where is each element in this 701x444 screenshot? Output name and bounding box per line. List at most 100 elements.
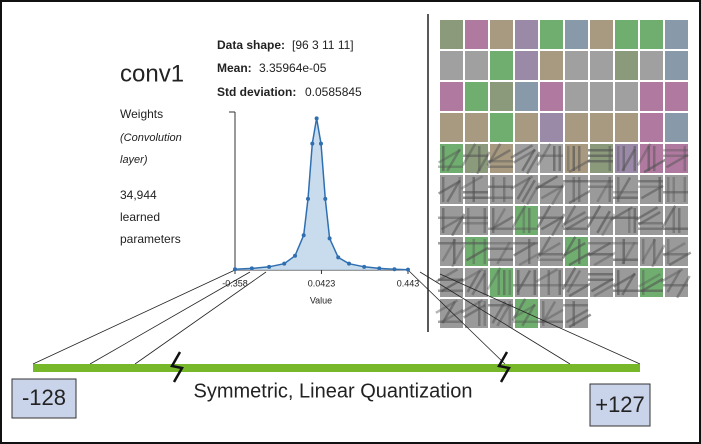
filter-stripe xyxy=(484,239,487,264)
filter-stripe xyxy=(613,259,638,262)
filter-tile xyxy=(465,113,488,142)
filter-stripe xyxy=(588,273,613,276)
filter-tile xyxy=(590,20,613,49)
filter-stripe xyxy=(438,242,463,245)
filter-stripe xyxy=(563,304,588,307)
break-mark xyxy=(499,352,509,382)
param-label: parameters xyxy=(120,232,181,246)
filter-stripe xyxy=(488,228,513,231)
filter-stripe xyxy=(463,155,488,158)
figure: conv1 Weights (Convolution layer) 34,944… xyxy=(0,0,701,444)
filter-stripe xyxy=(634,146,637,171)
filter-tile xyxy=(640,82,663,111)
filter-tile xyxy=(515,82,538,111)
filter-stripe xyxy=(513,321,538,324)
filter-stripe xyxy=(559,146,562,171)
filter-tile xyxy=(465,20,488,49)
layer-kind-detail: layer) xyxy=(120,154,148,166)
filter-tile xyxy=(665,20,688,49)
density-point xyxy=(293,254,297,258)
filter-stripe xyxy=(538,321,563,324)
filter-stripe xyxy=(588,217,613,220)
filter-tile xyxy=(440,82,463,111)
density-point xyxy=(306,197,310,201)
quantization-label: Symmetric, Linear Quantization xyxy=(193,380,472,402)
filter-tile xyxy=(590,51,613,80)
filter-tile xyxy=(440,51,463,80)
filter-stripe xyxy=(484,208,487,233)
filter-stripe xyxy=(573,146,576,171)
stat-value: 3.35964e-05 xyxy=(259,61,327,75)
filter-tile xyxy=(565,20,588,49)
x-tick-label: 0.0423 xyxy=(308,278,336,288)
filter-stripe xyxy=(559,270,562,295)
density-point xyxy=(250,266,254,270)
filter-stripe xyxy=(573,177,576,202)
filter-tile xyxy=(615,113,638,142)
filter-tile xyxy=(665,82,688,111)
filter-stripe xyxy=(684,146,687,171)
filter-stripe xyxy=(534,270,537,295)
filter-stripe xyxy=(573,301,576,326)
filter-stripe xyxy=(459,177,462,202)
density-point xyxy=(267,265,271,269)
filter-stripe xyxy=(498,270,501,295)
density-point xyxy=(362,265,366,269)
density-point xyxy=(377,266,381,270)
filter-tile xyxy=(440,20,463,49)
filter-tile xyxy=(515,113,538,142)
filter-tile xyxy=(490,113,513,142)
density-point xyxy=(302,233,306,237)
filter-tile xyxy=(440,113,463,142)
filter-stripe xyxy=(503,270,506,295)
filter-tile xyxy=(615,82,638,111)
layer-kind-detail: (Convolution xyxy=(120,132,182,144)
density-point xyxy=(336,255,340,259)
filter-stripe xyxy=(488,259,513,262)
filter-stripe xyxy=(628,208,631,233)
filter-tile xyxy=(615,51,638,80)
filter-stripe xyxy=(609,177,612,202)
stat-label: Std deviation: xyxy=(217,85,296,99)
filter-stripe xyxy=(473,239,476,264)
filter-stripe xyxy=(488,197,513,200)
density-area xyxy=(235,118,408,270)
filter-stripe xyxy=(638,222,663,225)
filter-stripe xyxy=(467,208,470,233)
filter-stripe xyxy=(438,321,463,324)
density-point xyxy=(319,142,323,146)
filter-stripe xyxy=(488,248,513,251)
filter-stripe xyxy=(484,270,487,295)
filter-tile xyxy=(515,20,538,49)
filter-tile xyxy=(540,20,563,49)
filter-stripe xyxy=(684,177,687,202)
filter-stripe xyxy=(463,191,488,194)
filter-stripe xyxy=(484,301,487,326)
filter-stripe xyxy=(488,160,513,163)
break-mark xyxy=(172,352,182,382)
density-point xyxy=(392,267,396,271)
max-value: +127 xyxy=(595,392,645,417)
filter-tile xyxy=(590,113,613,142)
filter-tile xyxy=(615,20,638,49)
filter-tile xyxy=(515,206,538,235)
filter-stripe xyxy=(634,208,637,233)
filter-stripe xyxy=(667,177,670,202)
filter-stripe xyxy=(538,253,563,256)
filter-stripe xyxy=(659,177,662,202)
filter-stripe xyxy=(509,270,512,295)
filter-stripe xyxy=(538,259,563,262)
density-point xyxy=(315,116,319,120)
filter-stripe xyxy=(567,146,570,171)
stat-value: 0.0585845 xyxy=(305,85,362,99)
filter-tile xyxy=(665,113,688,142)
filter-stripe xyxy=(648,146,651,171)
filter-stripe xyxy=(613,290,638,293)
filter-tile xyxy=(665,51,688,80)
filter-tile xyxy=(565,82,588,111)
density-point xyxy=(323,197,327,201)
filter-stripe xyxy=(638,290,663,293)
stat-value: [96 3 11 11] xyxy=(292,38,354,52)
x-axis-label: Value xyxy=(310,295,332,305)
filter-tile xyxy=(565,113,588,142)
